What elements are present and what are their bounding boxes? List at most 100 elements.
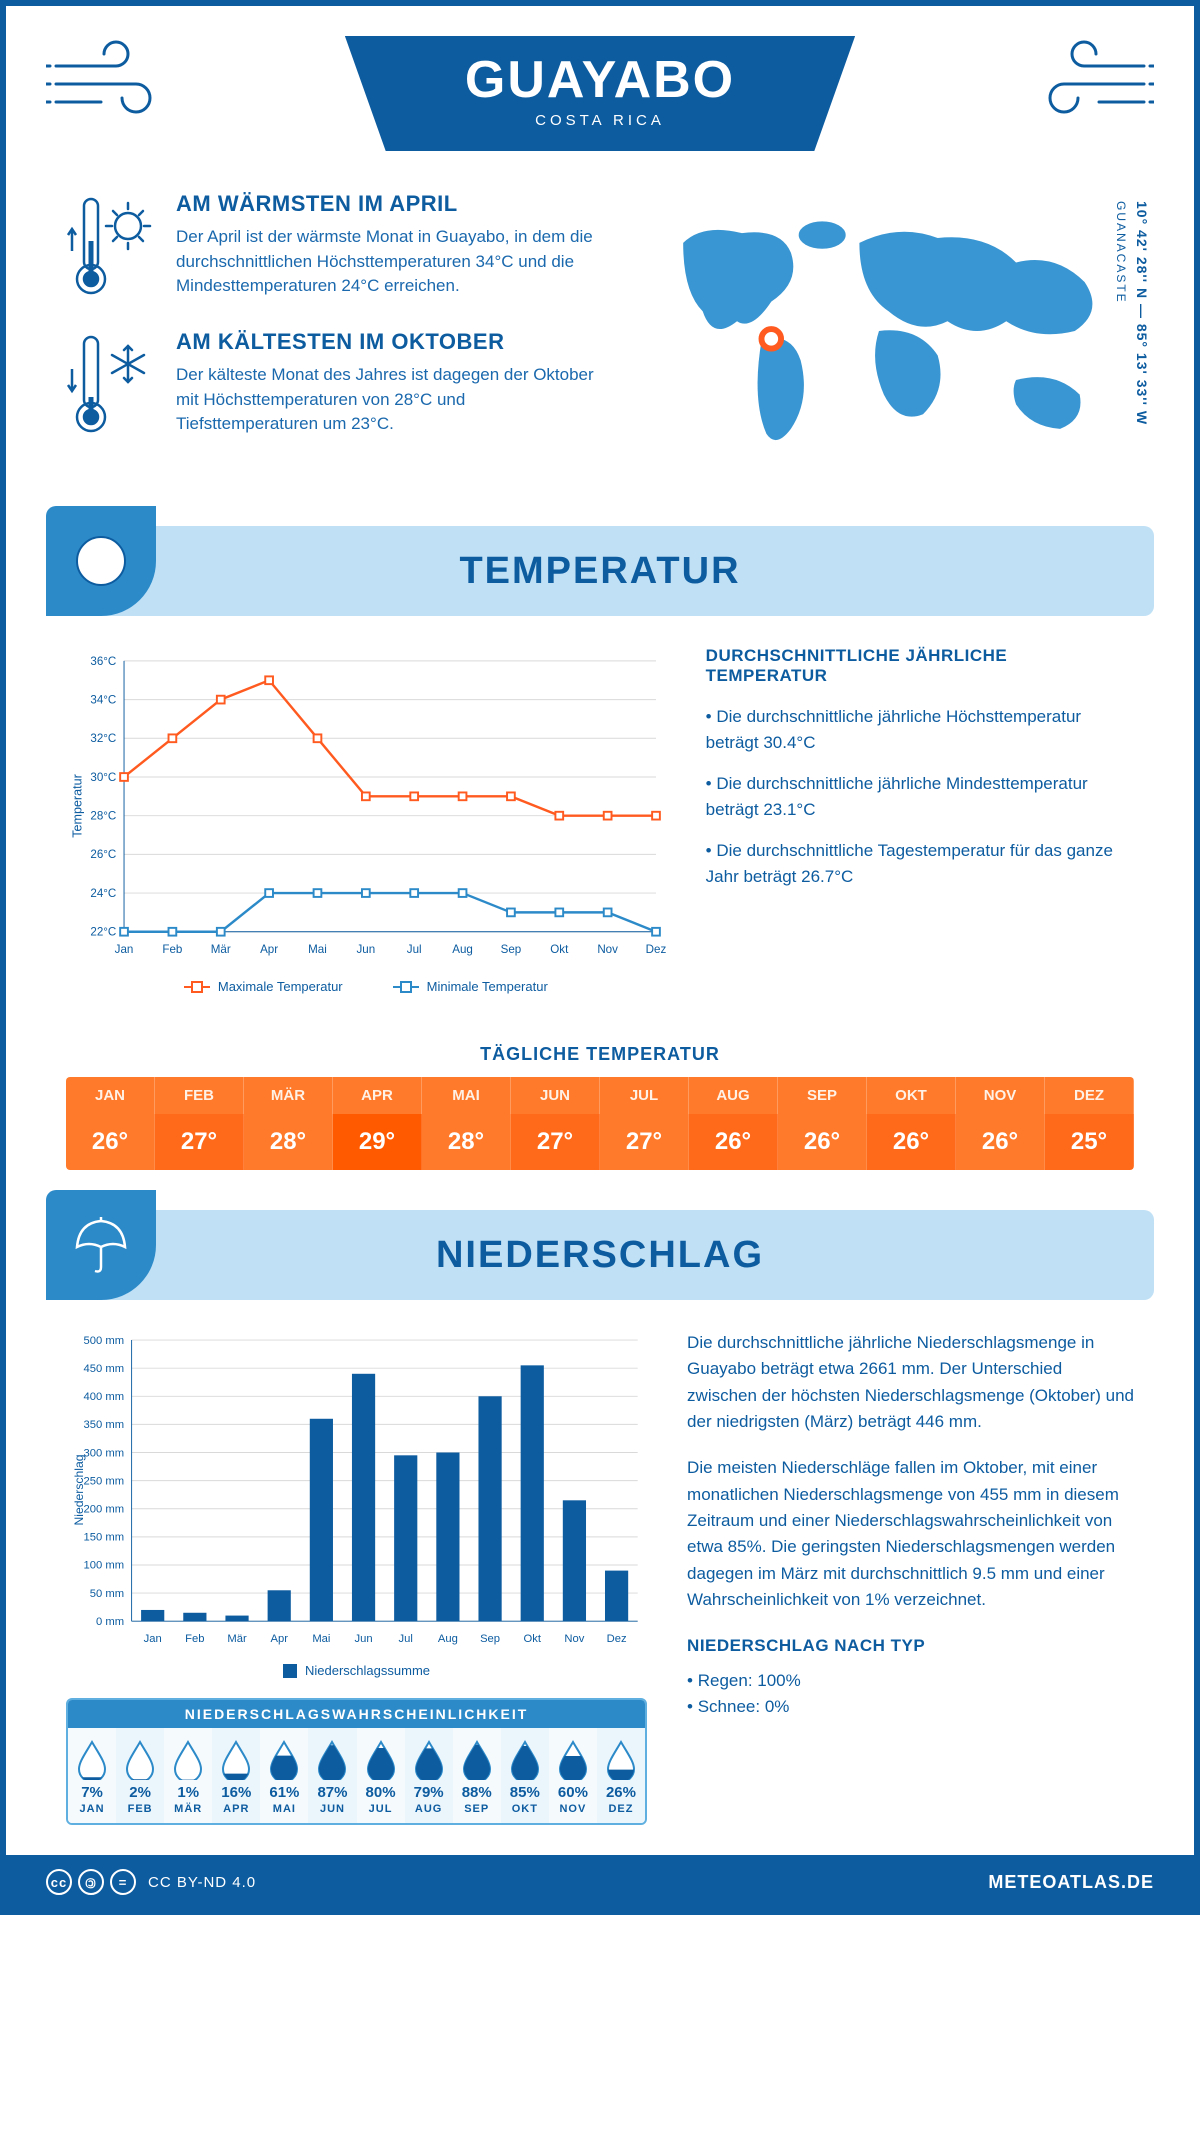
svg-text:Sep: Sep (480, 1633, 500, 1645)
daily-temp-value: 26° (956, 1114, 1045, 1170)
daily-month-header: NOV (956, 1077, 1045, 1114)
svg-text:Feb: Feb (185, 1633, 204, 1645)
svg-text:Apr: Apr (270, 1633, 288, 1645)
precip-p2: Die meisten Niederschläge fallen im Okto… (687, 1455, 1134, 1613)
header: GUAYABO COSTA RICA (6, 6, 1194, 161)
daily-month-header: JUN (511, 1077, 600, 1114)
svg-text:350 mm: 350 mm (84, 1419, 125, 1431)
svg-text:Mai: Mai (312, 1633, 330, 1645)
svg-text:22°C: 22°C (90, 926, 116, 939)
svg-text:26°C: 26°C (90, 848, 116, 861)
precip-prob-cell: 79%AUG (405, 1728, 453, 1823)
daily-temp-value: 27° (600, 1114, 689, 1170)
footer-license: cc🄯= CC BY-ND 4.0 (46, 1869, 256, 1895)
precip-prob-cell: 2%FEB (116, 1728, 164, 1823)
section-title-temperature: TEMPERATUR (156, 550, 1154, 593)
precip-prob-cell: 26%DEZ (597, 1728, 645, 1823)
daily-temp-value: 25° (1045, 1114, 1134, 1170)
daily-month-header: JAN (66, 1077, 155, 1114)
svg-text:36°C: 36°C (90, 655, 116, 668)
precipitation-probability: NIEDERSCHLAGSWAHRSCHEINLICHKEIT 7%JAN 2%… (66, 1698, 647, 1825)
svg-text:32°C: 32°C (90, 732, 116, 745)
svg-text:50 mm: 50 mm (90, 1588, 124, 1600)
precip-prob-cell: 60%NOV (549, 1728, 597, 1823)
thermometer-snow-icon (66, 329, 156, 439)
daily-temp-title: TÄGLICHE TEMPERATUR (6, 1044, 1194, 1065)
thermometer-sun-icon (66, 191, 156, 301)
section-title-precipitation: NIEDERSCHLAG (156, 1234, 1154, 1277)
fact-warmest: AM WÄRMSTEN IM APRIL Der April ist der w… (66, 191, 604, 301)
svg-text:Nov: Nov (597, 943, 618, 956)
svg-text:Feb: Feb (162, 943, 182, 956)
svg-text:Aug: Aug (452, 943, 473, 956)
precip-prob-cell: 1%MÄR (164, 1728, 212, 1823)
fact-cold-title: AM KÄLTESTEN IM OKTOBER (176, 329, 604, 355)
temperature-row: 22°C 24°C 26°C 28°C 30°C 32°C 34°C 36°C Jan Feb Mä… (6, 646, 1194, 1024)
svg-text:Jul: Jul (399, 1633, 413, 1645)
page-subtitle: COSTA RICA (465, 112, 735, 129)
world-map-container: GUANACASTE 10° 42' 28'' N — 85° 13' 33''… (644, 191, 1134, 476)
daily-month-header: FEB (155, 1077, 244, 1114)
temp-bullet-2: • Die durchschnittliche jährliche Mindes… (706, 771, 1134, 822)
svg-text:Mai: Mai (308, 943, 327, 956)
location-marker-icon (762, 329, 782, 349)
daily-temp-value: 28° (244, 1114, 333, 1170)
precip-prob-title: NIEDERSCHLAGSWAHRSCHEINLICHKEIT (68, 1700, 645, 1728)
svg-text:300 mm: 300 mm (84, 1447, 125, 1459)
svg-text:0 mm: 0 mm (96, 1616, 124, 1628)
daily-month-header: MÄR (244, 1077, 333, 1114)
precipitation-chart: 0 mm50 mm100 mm150 mm200 mm250 mm300 mm3… (66, 1330, 647, 1650)
section-temperature-head: TEMPERATUR (46, 526, 1154, 616)
svg-text:Aug: Aug (438, 1633, 458, 1645)
daily-month-header: OKT (867, 1077, 956, 1114)
svg-text:Mär: Mär (211, 943, 231, 956)
svg-text:400 mm: 400 mm (84, 1391, 125, 1403)
svg-text:30°C: 30°C (90, 771, 116, 784)
svg-text:Jun: Jun (354, 1633, 372, 1645)
precip-p1: Die durchschnittliche jährliche Niedersc… (687, 1330, 1134, 1435)
svg-text:Temperatur: Temperatur (70, 774, 84, 838)
section-precipitation-head: NIEDERSCHLAG (46, 1210, 1154, 1300)
footer: cc🄯= CC BY-ND 4.0 METEOATLAS.DE (6, 1855, 1194, 1909)
precip-type-heading: NIEDERSCHLAG NACH TYP (687, 1633, 1134, 1659)
temperature-chart: 22°C 24°C 26°C 28°C 30°C 32°C 34°C 36°C Jan Feb Mä… (66, 646, 666, 994)
precip-type-rain: • Regen: 100% (687, 1668, 1134, 1694)
svg-text:Sep: Sep (501, 943, 522, 956)
fact-cold-text: Der kälteste Monat des Jahres ist dagege… (176, 363, 604, 437)
infographic-page: GUAYABO COSTA RICA (0, 0, 1200, 1915)
svg-text:24°C: 24°C (90, 887, 116, 900)
license-text: CC BY-ND 4.0 (148, 1874, 256, 1891)
cc-badge-icon: cc🄯= (46, 1869, 136, 1895)
precip-prob-cell: 80%JUL (357, 1728, 405, 1823)
fact-warm-title: AM WÄRMSTEN IM APRIL (176, 191, 604, 217)
svg-text:150 mm: 150 mm (84, 1532, 125, 1544)
svg-text:Okt: Okt (524, 1633, 542, 1645)
svg-text:500 mm: 500 mm (84, 1335, 125, 1347)
svg-text:100 mm: 100 mm (84, 1560, 125, 1572)
svg-text:28°C: 28°C (90, 810, 116, 823)
svg-text:Jan: Jan (115, 943, 134, 956)
temp-info-heading: DURCHSCHNITTLICHE JÄHRLICHE TEMPERATUR (706, 646, 1134, 686)
svg-text:34°C: 34°C (90, 693, 116, 706)
precip-prob-cell: 16%APR (212, 1728, 260, 1823)
daily-month-header: SEP (778, 1077, 867, 1114)
precip-prob-cell: 88%SEP (453, 1728, 501, 1823)
title-banner: GUAYABO COSTA RICA (345, 36, 855, 151)
daily-temp-value: 26° (66, 1114, 155, 1170)
precip-prob-cell: 61%MAI (260, 1728, 308, 1823)
daily-month-header: MAI (422, 1077, 511, 1114)
intro-row: AM WÄRMSTEN IM APRIL Der April ist der w… (6, 161, 1194, 516)
precip-prob-cell: 87%JUN (308, 1728, 356, 1823)
wind-icon-left (46, 36, 186, 126)
temp-bullet-1: • Die durchschnittliche jährliche Höchst… (706, 704, 1134, 755)
fact-coldest: AM KÄLTESTEN IM OKTOBER Der kälteste Mon… (66, 329, 604, 439)
fact-warm-text: Der April ist der wärmste Monat in Guaya… (176, 225, 604, 299)
svg-text:Nov: Nov (564, 1633, 584, 1645)
svg-text:250 mm: 250 mm (84, 1475, 125, 1487)
daily-temp-table: JANFEBMÄRAPRMAIJUNJULAUGSEPOKTNOVDEZ26°2… (66, 1077, 1134, 1170)
svg-text:Jan: Jan (144, 1633, 162, 1645)
coordinates-label: 10° 42' 28'' N — 85° 13' 33'' W (1134, 201, 1150, 425)
footer-site: METEOATLAS.DE (988, 1872, 1154, 1893)
world-map-icon (644, 191, 1134, 471)
sun-corner-icon (46, 506, 156, 616)
